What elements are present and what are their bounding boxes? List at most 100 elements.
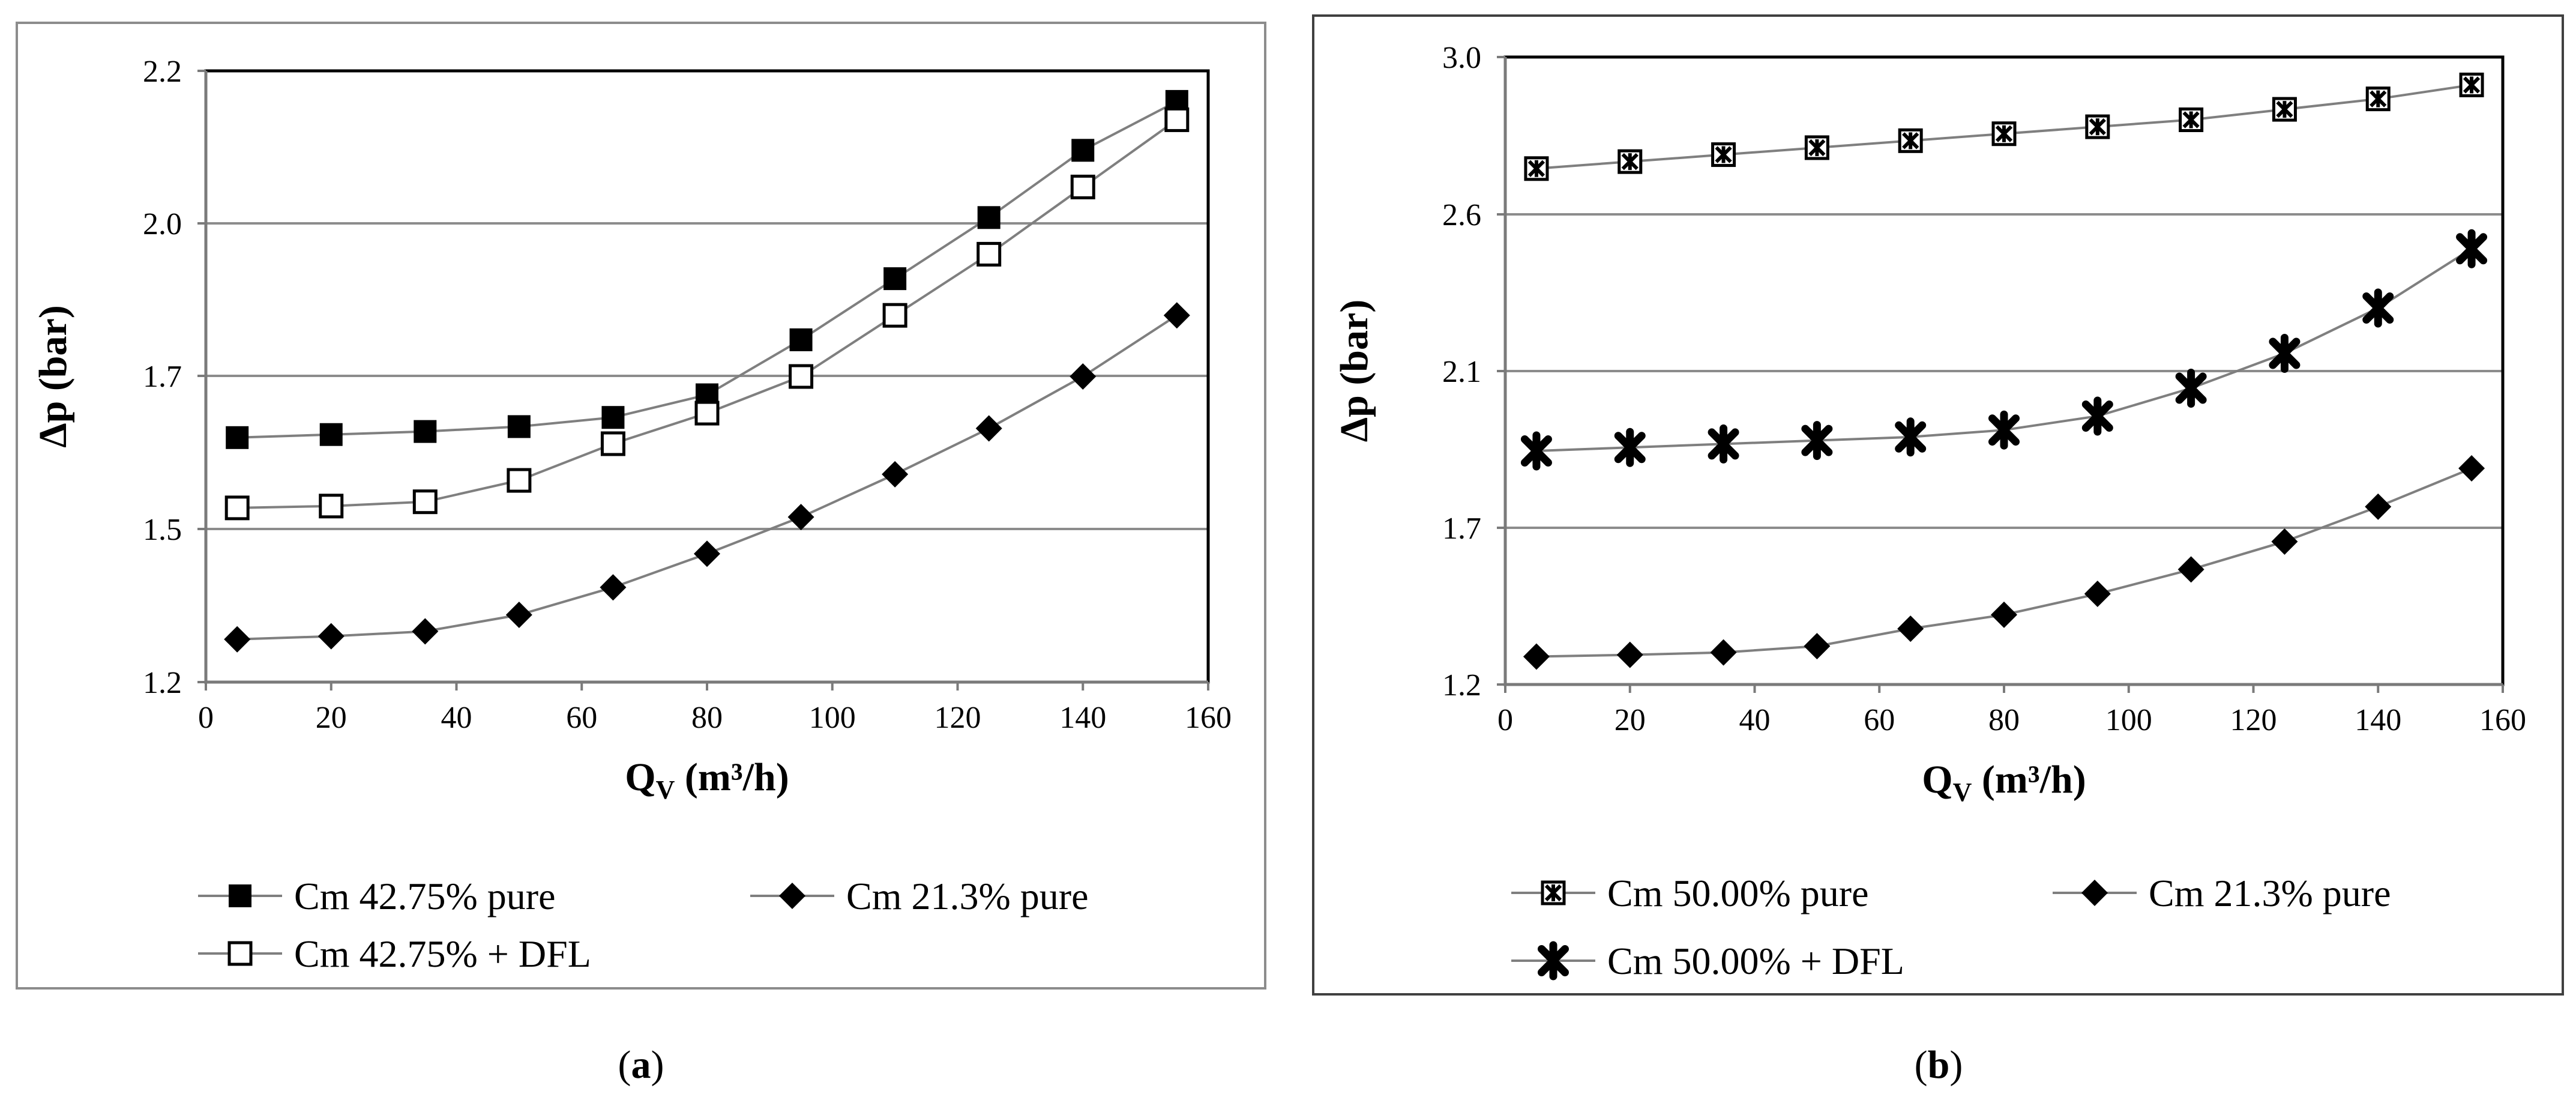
panel-b-data-point-cross <box>2089 118 2106 136</box>
panel-b-y-tick-label: 2.1 <box>1442 355 1481 389</box>
panel-b-data-point <box>2271 528 2298 555</box>
panel-a-y-tick-label: 1.7 <box>143 360 182 394</box>
panel-a-data-point <box>977 241 1002 267</box>
panel-b-data-point <box>1614 428 1646 467</box>
panel-b-legend-marker <box>1541 880 1566 905</box>
panel-a-x-tick-label: 20 <box>316 701 347 735</box>
panel-a-data-point <box>507 415 531 438</box>
panel-a-data-point <box>600 431 625 456</box>
panel-a-series-line <box>237 118 1178 509</box>
panel-a-data-point <box>1071 139 1095 162</box>
panel-b-data-point <box>2459 72 2484 97</box>
panel-a-x-tick-label: 60 <box>566 701 597 735</box>
panel-b-data-point <box>2084 581 2111 608</box>
panel-a-data-point <box>977 206 1001 229</box>
panel-a-legend-label: Cm 21.3% pure <box>846 875 1089 917</box>
panel-b-legend-marker <box>2081 880 2108 906</box>
panel-a-legend-marker <box>227 941 253 966</box>
panel-b-data-point <box>2362 288 2394 328</box>
panel-b-legend-marker <box>1538 941 1569 981</box>
panel-a-data-point <box>319 494 344 519</box>
panel-b-data-point <box>1524 156 1549 181</box>
panel-b-x-tick-label: 100 <box>2105 703 2152 737</box>
panel-b-x-tick-label: 40 <box>1739 703 1771 737</box>
panel-b-data-point <box>2272 97 2297 122</box>
panel-b-legend-label: Cm 21.3% pure <box>2149 872 2391 914</box>
panel-a-frame <box>16 22 1266 990</box>
panel-b-y-axis-title: Δp (bar) <box>1332 300 1376 443</box>
panel-a-data-point <box>789 328 813 351</box>
panel-b-data-point <box>2456 229 2488 268</box>
panel-b-data-point-cross <box>2463 76 2481 94</box>
panel-b-data-point <box>1801 421 1833 461</box>
panel-a-data-point <box>224 495 250 521</box>
panel-b-legend-label: Cm 50.00% + DFL <box>1607 940 1904 982</box>
panel-b-label: (b) <box>1915 1043 1963 1087</box>
panel-b-legend-marker-cross <box>1544 884 1562 902</box>
panel-b-data-point-cross <box>1995 125 2013 142</box>
panel-b-data-point-cross <box>2276 100 2293 118</box>
panel-b-data-point <box>1804 135 1829 160</box>
panel-a-data-point <box>787 504 814 531</box>
panel-b-y-tick-label: 3.0 <box>1442 41 1481 75</box>
panel-b-x-tick-label: 120 <box>2230 703 2277 737</box>
panel-a-y-axis-title: Δp (bar) <box>31 305 75 448</box>
panel-b-data-point <box>1523 643 1550 670</box>
panel-b-y-tick-label: 1.7 <box>1442 512 1481 546</box>
panel-b-data-point <box>2085 114 2110 139</box>
panel-a-x-tick-label: 160 <box>1185 701 1232 735</box>
panel-a-y-tick-label: 1.2 <box>143 666 182 700</box>
panel-a-label: (a) <box>618 1043 664 1087</box>
panel-a-data-point <box>601 406 625 429</box>
panel-a-data-point <box>975 415 1002 442</box>
panel-b-x-tick-label: 160 <box>2479 703 2526 737</box>
panel-a-data-point <box>507 468 532 493</box>
panel-b-chart: 0 20 40 60 80 100 120 140 160 1.2 1.7 2.1 2.6 3.0 QV (… <box>1332 41 2526 982</box>
panel-a-x-tick-label: 120 <box>934 701 981 735</box>
panel-a-data-point <box>1070 174 1095 199</box>
panel-b-data-point-cross <box>1902 132 1919 150</box>
panel-a-x-tick-label: 0 <box>198 701 214 735</box>
panel-a-series-line <box>237 314 1178 641</box>
panel-b-data-point <box>1991 121 2017 147</box>
panel-b-data-point <box>2269 333 2301 373</box>
panel-a-data-point <box>505 602 532 629</box>
panel-b-data-point <box>2365 86 2391 112</box>
panel-a-x-tick-label: 80 <box>691 701 723 735</box>
panel-b-y-tick-label: 2.6 <box>1442 198 1481 232</box>
panel-b-data-point <box>1520 431 1552 471</box>
panel-b-data-point-cross <box>2370 90 2387 107</box>
panel-a-x-axis-title: QV (m³/h) <box>625 755 789 805</box>
panel-a-x-tick-label: 100 <box>809 701 856 735</box>
panel-a-legend-label: Cm 42.75% pure <box>294 875 556 917</box>
panel-b-data-point <box>1708 424 1739 464</box>
panel-a-data-point <box>694 540 720 567</box>
panel-b-data-point <box>1804 633 1831 660</box>
panel-b-data-point <box>2175 369 2207 408</box>
panel-a-data-point <box>1164 107 1190 132</box>
panel-b-data-point-cross <box>1808 139 1826 157</box>
panel-b-data-point-cross <box>2182 111 2200 128</box>
panel-b-data-point <box>1991 601 2017 628</box>
panel-a-data-point <box>317 623 345 650</box>
panel-b-x-tick-label: 0 <box>1497 703 1513 737</box>
panel-a-data-point <box>883 267 907 291</box>
panel-a-data-point <box>600 574 627 601</box>
panel-b-x-tick-label: 80 <box>1988 703 2020 737</box>
panel-b-data-point <box>1988 410 2020 450</box>
panel-a-y-tick-label: 2.2 <box>143 55 182 89</box>
panel-b-data-point <box>2458 455 2485 482</box>
panel-b-y-tick-label: 1.2 <box>1442 668 1481 703</box>
panel-b-frame <box>1312 14 2564 996</box>
panel-b-x-axis-title: QV (m³/h) <box>1922 758 2086 807</box>
panel-a-data-point <box>412 489 438 515</box>
panel-a-data-point <box>224 626 251 653</box>
panel-b-x-tick-label: 60 <box>1864 703 1895 737</box>
panel-b-data-point <box>1895 417 1927 457</box>
panel-b-data-point <box>2177 556 2204 583</box>
panel-a-x-tick-label: 40 <box>441 701 472 735</box>
panel-b-data-point <box>2179 107 2204 132</box>
panel-b-x-tick-label: 20 <box>1615 703 1646 737</box>
panel-a-data-point <box>412 618 439 645</box>
